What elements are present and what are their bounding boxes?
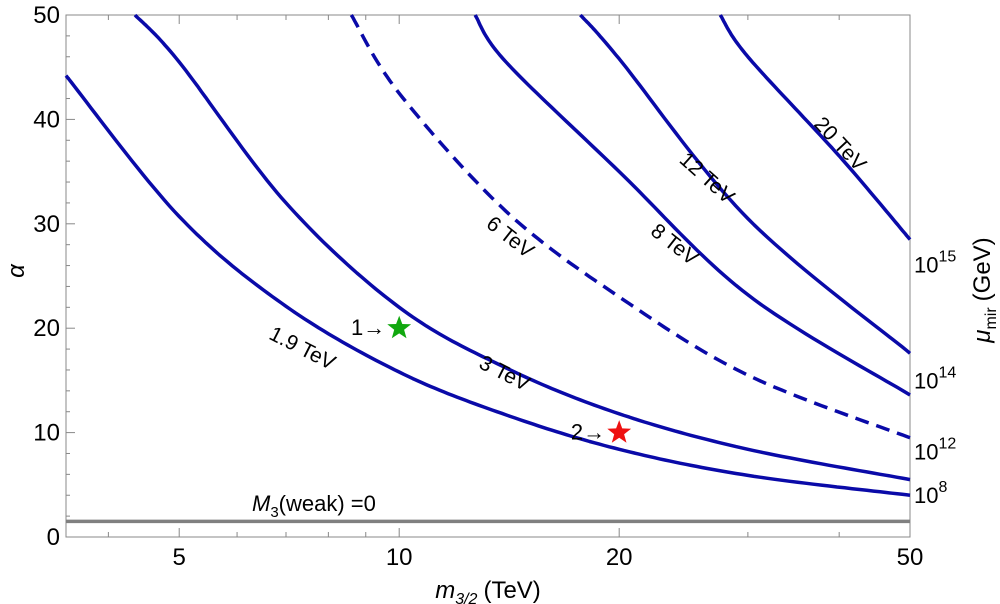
right-axis-title: μmir(GeV)	[969, 237, 1000, 343]
plot-frame	[65, 14, 911, 538]
contour-label: 6 TeV	[482, 212, 538, 263]
contour-label: 3 TeV	[475, 351, 533, 396]
contour-label: 20 TeV	[809, 113, 870, 176]
x-tick-label: 5	[173, 544, 186, 571]
x-tick-label: 10	[386, 544, 413, 571]
curve-12-tev	[579, 13, 912, 355]
ticks	[66, 14, 911, 538]
y-tick-label: 40	[33, 106, 60, 133]
curves	[64, 13, 912, 524]
horizontal-line-label: M3(weak) =0	[252, 491, 376, 521]
star-marker-2	[607, 420, 632, 443]
right-axis-tick-label: 108	[914, 479, 947, 508]
marker-label-2: 2→	[571, 420, 605, 445]
star-marker-1	[387, 315, 412, 339]
y-tick-label: 20	[33, 315, 60, 342]
curve-8-tev	[473, 14, 911, 397]
curve-3-tev	[133, 13, 911, 482]
y-tick-label: 50	[33, 2, 60, 29]
x-axis-title: m3/2 (TeV)	[435, 577, 541, 604]
y-tick-label: 0	[47, 524, 60, 551]
x-tick-label: 20	[606, 544, 633, 571]
curve-1-9-tev	[64, 74, 911, 497]
y-axis-title: α	[3, 263, 30, 278]
y-tick-label: 30	[33, 211, 60, 238]
curve-20-tev	[718, 14, 912, 241]
x-tick-label: 50	[897, 544, 924, 571]
contour-label: 1.9 TeV	[265, 322, 339, 375]
curve-6-tev	[349, 14, 911, 440]
contour-label: 12 TeV	[675, 148, 739, 209]
marker-label-1: 1→	[351, 315, 385, 340]
right-axis-tick-label: 1015	[914, 248, 956, 277]
right-axis-tick-label: 1012	[914, 435, 956, 464]
right-axis-tick-label: 1014	[914, 364, 956, 393]
y-tick-label: 10	[33, 420, 60, 447]
